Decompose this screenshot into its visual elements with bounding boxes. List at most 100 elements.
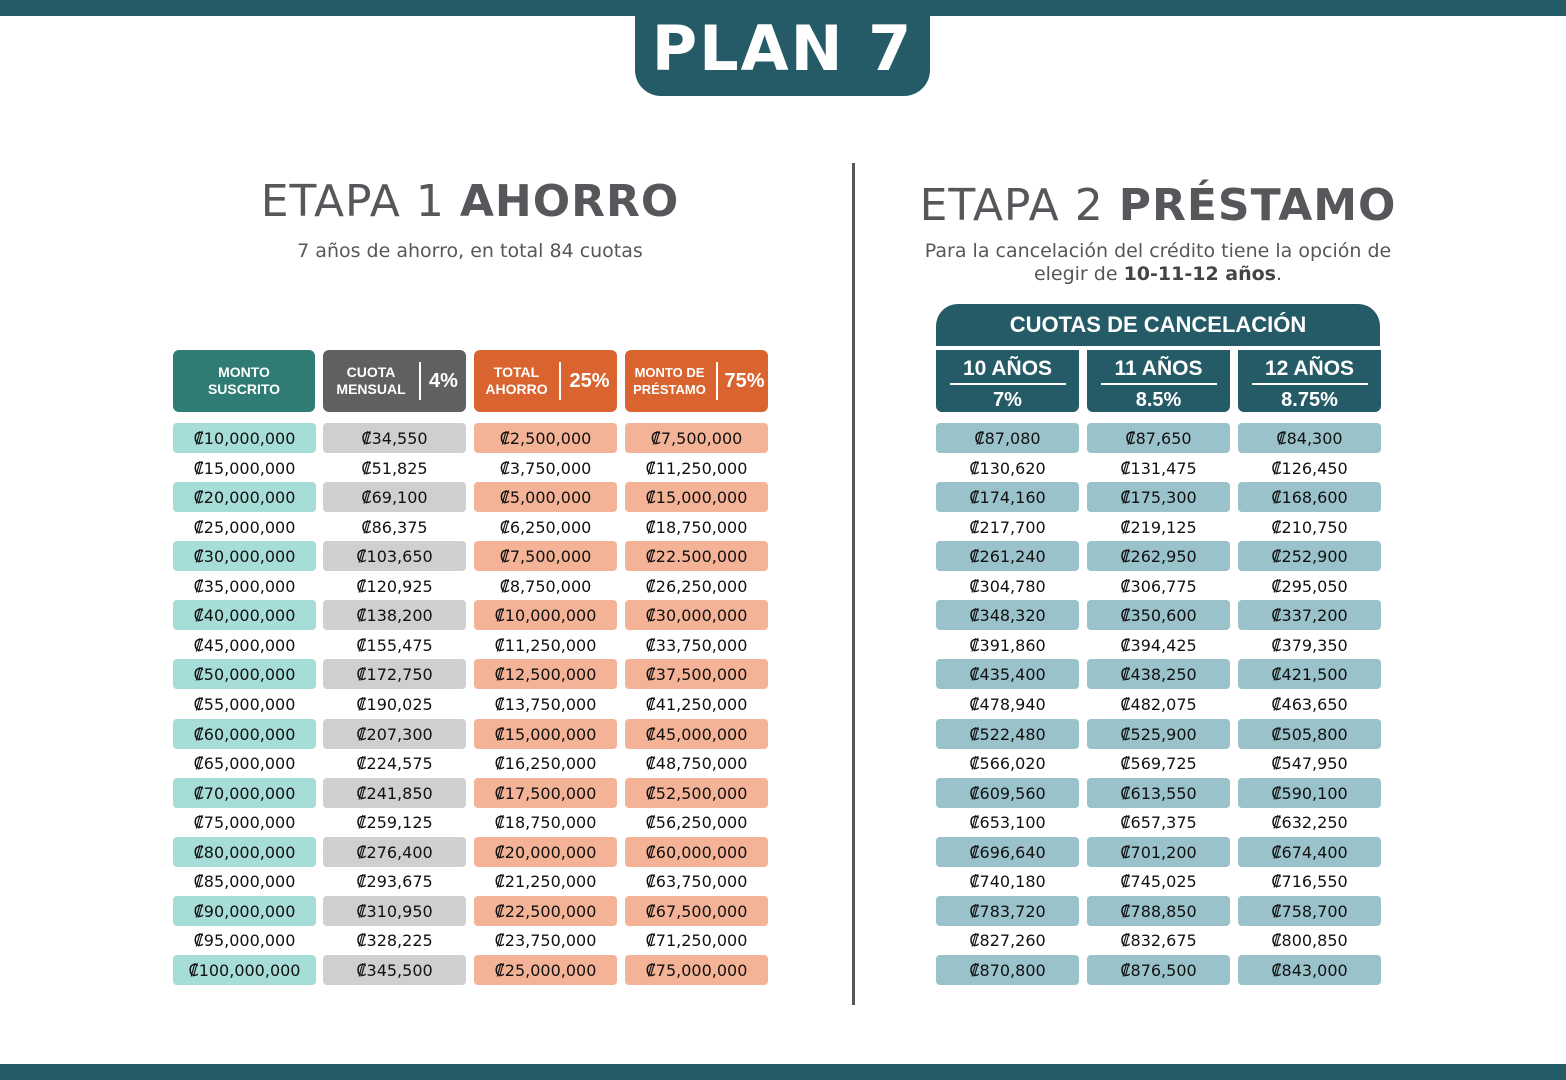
monto-prestamo-cell: ₡33,750,000 xyxy=(645,635,748,655)
total-ahorro-cell: ₡25,000,000 xyxy=(474,955,617,985)
cuota-12-anos-cell: ₡337,200 xyxy=(1238,600,1381,630)
monto-prestamo-cell: ₡67,500,000 xyxy=(625,896,768,926)
cuotas-cancelacion-header: CUOTAS DE CANCELACIÓN xyxy=(936,304,1380,346)
monto-suscrito-cell: ₡50,000,000 xyxy=(173,659,316,689)
cuota-11-anos-cell: ₡438,250 xyxy=(1087,659,1230,689)
monto-prestamo-cell: ₡48,750,000 xyxy=(645,753,748,773)
cuota-12-anos-cell: ₡800,850 xyxy=(1271,930,1348,950)
monto-prestamo-cell: ₡7,500,000 xyxy=(625,423,768,453)
total-ahorro-cell: ₡6,250,000 xyxy=(499,517,592,537)
cuota-12-anos-cell: ₡421,500 xyxy=(1238,659,1381,689)
cuota-12-anos-cell: ₡590,100 xyxy=(1238,778,1381,808)
cuota-10-anos-cell: ₡391,860 xyxy=(969,635,1046,655)
total-ahorro-cell: ₡12,500,000 xyxy=(474,659,617,689)
monto-suscrito-cell: ₡40,000,000 xyxy=(173,600,316,630)
cuota-11-anos-cell: ₡219,125 xyxy=(1120,517,1197,537)
cuota-10-anos-cell: ₡827,260 xyxy=(969,930,1046,950)
monto-suscrito-cell: ₡80,000,000 xyxy=(173,837,316,867)
total-ahorro-cell: ₡21,250,000 xyxy=(494,871,597,891)
cuota-mensual-cell: ₡207,300 xyxy=(323,719,466,749)
header-cuota-separator xyxy=(419,362,422,400)
cuota-12-anos-cell: ₡84,300 xyxy=(1238,423,1381,453)
cuota-11-anos-cell: ₡788,850 xyxy=(1087,896,1230,926)
header-prestamo-label: MONTO DE PRÉSTAMO xyxy=(633,365,706,397)
cuota-10-anos-cell: ₡740,180 xyxy=(969,871,1046,891)
header-total-pct: 25% xyxy=(569,369,610,392)
monto-suscrito-cell: ₡30,000,000 xyxy=(173,541,316,571)
monto-suscrito-cell: ₡75,000,000 xyxy=(193,812,296,832)
cuota-12-anos-cell: ₡716,550 xyxy=(1271,871,1348,891)
stage1-title-bold: AHORRO xyxy=(459,176,680,227)
cuota-12-anos-cell: ₡252,900 xyxy=(1238,541,1381,571)
header-line xyxy=(1251,383,1368,385)
total-ahorro-cell: ₡10,000,000 xyxy=(474,600,617,630)
cuota-12-anos-cell: ₡295,050 xyxy=(1271,576,1348,596)
header-rate: 7% xyxy=(993,389,1022,411)
stage1-title: ETAPA 1 AHORRO xyxy=(250,176,690,227)
cuota-11-anos-cell: ₡745,025 xyxy=(1120,871,1197,891)
total-ahorro-cell: ₡11,250,000 xyxy=(494,635,597,655)
header-line xyxy=(949,383,1066,385)
cuota-11-anos-cell: ₡306,775 xyxy=(1120,576,1197,596)
cuota-11-anos-cell: ₡569,725 xyxy=(1120,753,1197,773)
monto-suscrito-cell: ₡35,000,000 xyxy=(193,576,296,596)
cuota-mensual-cell: ₡328,225 xyxy=(356,930,433,950)
cuota-11-anos-cell: ₡175,300 xyxy=(1087,482,1230,512)
monto-suscrito-cell: ₡85,000,000 xyxy=(193,871,296,891)
stage2-subtitle: Para la cancelación del crédito tiene la… xyxy=(900,240,1416,286)
cuota-11-anos-cell: ₡262,950 xyxy=(1087,541,1230,571)
stage1-title-light: ETAPA 1 xyxy=(260,176,460,227)
cuota-12-anos-cell: ₡379,350 xyxy=(1271,635,1348,655)
stage2-title: ETAPA 2 PRÉSTAMO xyxy=(918,180,1398,231)
monto-suscrito-cell: ₡65,000,000 xyxy=(193,753,296,773)
monto-suscrito-cell: ₡90,000,000 xyxy=(173,896,316,926)
cuota-12-anos-cell: ₡758,700 xyxy=(1238,896,1381,926)
cuota-mensual-cell: ₡34,550 xyxy=(323,423,466,453)
cuota-10-anos-cell: ₡87,080 xyxy=(936,423,1079,453)
header-years-label: 10 AÑOS xyxy=(962,357,1053,380)
total-ahorro-cell: ₡5,000,000 xyxy=(474,482,617,512)
monto-prestamo-cell: ₡30,000,000 xyxy=(625,600,768,630)
cuota-mensual-cell: ₡103,650 xyxy=(323,541,466,571)
header-cuota-pct: 4% xyxy=(429,369,458,392)
monto-suscrito-cell: ₡20,000,000 xyxy=(173,482,316,512)
monto-suscrito-cell: ₡55,000,000 xyxy=(193,694,296,714)
cuota-10-anos-cell: ₡566,020 xyxy=(969,753,1046,773)
monto-suscrito-cell: ₡25,000,000 xyxy=(193,517,296,537)
cuota-10-anos-cell: ₡174,160 xyxy=(936,482,1079,512)
cuota-12-anos-cell: ₡168,600 xyxy=(1238,482,1381,512)
total-ahorro-cell: ₡18,750,000 xyxy=(494,812,597,832)
cuota-11-anos-cell: ₡832,675 xyxy=(1120,930,1197,950)
header-monto-label: MONTO SUSCRITO xyxy=(207,364,281,397)
cuota-10-anos-cell: ₡130,620 xyxy=(969,458,1046,478)
header-cuota-mensual: CUOTA MENSUAL 4% xyxy=(323,350,466,412)
header-total-label: TOTAL AHORRO xyxy=(485,364,548,397)
monto-prestamo-cell: ₡60,000,000 xyxy=(625,837,768,867)
cuota-10-anos-cell: ₡478,940 xyxy=(969,694,1046,714)
cuota-12-anos-cell: ₡126,450 xyxy=(1271,458,1348,478)
cuota-mensual-cell: ₡190,025 xyxy=(356,694,433,714)
stage2-title-bold: PRÉSTAMO xyxy=(1118,180,1397,231)
header-prestamo-separator xyxy=(716,362,719,400)
total-ahorro-cell: ₡7,500,000 xyxy=(474,541,617,571)
header-monto-suscrito: MONTO SUSCRITO xyxy=(173,350,315,412)
monto-prestamo-cell: ₡18,750,000 xyxy=(645,517,748,537)
stage2-title-light: ETAPA 2 xyxy=(919,180,1119,231)
cuota-10-anos-cell: ₡653,100 xyxy=(969,812,1046,832)
cuota-10-anos-cell: ₡217,700 xyxy=(969,517,1046,537)
cuota-mensual-cell: ₡86,375 xyxy=(361,517,428,537)
header-total-ahorro: TOTAL AHORRO 25% xyxy=(474,350,617,412)
cuota-12-anos-cell: ₡843,000 xyxy=(1238,955,1381,985)
bottom-bar xyxy=(0,1064,1566,1080)
cuota-10-anos-cell: ₡783,720 xyxy=(936,896,1079,926)
monto-prestamo-cell: ₡15,000,000 xyxy=(625,482,768,512)
total-ahorro-cell: ₡15,000,000 xyxy=(474,719,617,749)
cuota-mensual-cell: ₡224,575 xyxy=(356,753,433,773)
stage2-subtitle-bold: 10-11-12 años xyxy=(1123,263,1276,285)
cuota-12-anos-cell: ₡674,400 xyxy=(1238,837,1381,867)
monto-prestamo-cell: ₡41,250,000 xyxy=(645,694,748,714)
total-ahorro-cell: ₡8,750,000 xyxy=(499,576,592,596)
stage1-subtitle: 7 años de ahorro, en total 84 cuotas xyxy=(297,240,643,262)
cuota-12-anos-cell: ₡210,750 xyxy=(1271,517,1348,537)
monto-suscrito-cell: ₡70,000,000 xyxy=(173,778,316,808)
